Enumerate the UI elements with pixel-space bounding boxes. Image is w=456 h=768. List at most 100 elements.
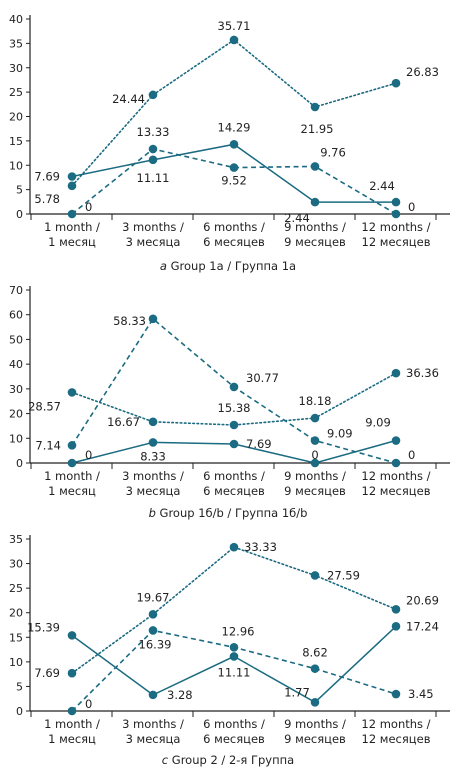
y-tick-label: 30 [9,383,23,396]
data-point-solid [229,439,239,449]
data-label: 7.69 [34,666,60,680]
y-tick-label: 20 [9,408,23,421]
chart-panel-a: 0 5 10 15 20 25 30 35 40 1 month /1 месяц 3 months… [9,13,450,273]
y-tick-label: 15 [9,135,23,148]
data-point-dashed [310,664,320,673]
x-tick-label: 9 months / [284,469,346,483]
data-label: 20.69 [406,593,439,607]
data-label: 15.39 [27,620,60,634]
x-tick-label: 3 months / [122,469,184,483]
data-point-solid [229,140,239,149]
data-point-dashed [229,643,239,652]
y-tick-label: 5 [16,680,23,693]
y-tick-label: 0 [16,208,23,221]
data-label: 15.38 [218,401,251,415]
data-label: 5.78 [34,192,60,206]
data-label: 13.33 [137,125,170,139]
data-label: 21.95 [301,122,334,136]
x-tick-label: 3 месяца [126,732,181,746]
x-tick-label: 1 month / [44,469,100,483]
data-label: 27.59 [327,568,360,582]
y-tick-label: 60 [9,309,23,322]
data-point-solid [148,155,158,165]
data-point-dotted [391,605,401,614]
x-tick-label: 6 months / [203,469,265,483]
data-label: 9.09 [365,416,391,430]
data-label: 2.44 [369,179,395,193]
data-label: 0 [408,448,415,462]
data-label: 16.39 [139,637,172,651]
data-label: 58.33 [113,314,146,328]
y-tick-label: 5 [16,184,23,197]
x-tick-label: 1 месяц [48,235,96,249]
y-tick-label: 70 [9,284,23,297]
series-line-dashed [71,148,397,215]
y-tick-label: 30 [9,558,23,571]
chart-panel-c: 0 5 10 15 20 25 30 35 1 month /1 месяц 3 months /… [9,533,450,767]
panel-caption: b Group 1б/b / Группа 1б/b [149,506,308,520]
data-point-dashed [67,209,77,219]
data-label: 3.28 [167,688,193,702]
data-point-dotted [148,90,158,100]
x-tick-label: 6 месяцев [203,484,265,498]
y-tick-label: 10 [9,656,23,669]
data-point-dashed [148,144,158,154]
x-tick-label: 9 месяцев [284,235,346,249]
y-tick-label: 25 [9,86,23,99]
x-tick-label: 3 месяца [126,235,181,249]
data-label: 7.69 [246,437,272,451]
data-point-dotted [310,413,320,423]
y-tick-label: 25 [9,582,23,595]
data-point-dashed [148,314,158,324]
x-tick-label: 12 месяцев [362,235,431,249]
data-label: 16.67 [107,415,140,429]
y-tick-label: 50 [9,333,23,346]
x-tick-label: 9 месяцев [284,484,346,498]
data-label: 7.69 [34,170,60,184]
y-tick-label: 10 [9,432,23,445]
y-tick-label: 40 [9,358,23,371]
x-tick-label: 12 months / [361,717,430,731]
data-label: 19.67 [137,590,170,604]
chart-panel-b: 0 10 20 30 40 50 60 70 1 month /1 месяц 3 months … [9,284,450,520]
y-tick-label: 20 [9,111,23,124]
data-point-dotted [391,368,401,378]
data-point-solid [310,197,320,207]
x-tick-label: 1 месяц [48,484,96,498]
data-label: 9.52 [221,174,247,188]
x-tick-label: 3 months / [122,220,184,234]
data-label: 2.44 [284,211,310,225]
data-label: 0 [311,448,318,462]
panel-caption: c Group 2 / 2-я Группа [162,753,294,767]
data-point-solid [148,690,158,700]
y-tick-label: 0 [16,705,23,718]
x-tick-label: 1 month / [44,717,100,731]
data-point-dotted [229,35,239,45]
data-point-dotted [310,571,320,580]
y-tick-label: 20 [9,607,23,620]
x-tick-label: 3 months / [122,717,184,731]
data-point-solid [391,436,401,445]
x-tick-label: 6 месяцев [203,732,265,746]
x-tick-label: 3 месяца [126,484,181,498]
data-label: 11.11 [218,665,251,679]
x-tick-label: 12 месяцев [362,484,431,498]
data-label: 33.33 [244,540,277,554]
data-point-solid [391,621,401,631]
x-tick-label: 6 months / [203,717,265,731]
data-point-solid [67,458,77,468]
data-point-dotted [148,417,158,427]
panel-caption: a Group 1a / Группа 1a [160,259,296,273]
data-point-dotted [310,102,320,112]
data-point-dotted [229,542,239,552]
data-label: 8.33 [140,449,166,463]
data-point-dashed [391,689,401,699]
data-point-dotted [391,78,401,88]
x-tick-label: 12 месяцев [362,732,431,746]
data-label: 3.45 [408,687,434,701]
data-label: 35.71 [218,19,251,33]
x-tick-label: 12 months / [361,220,430,234]
data-label: 8.62 [302,646,328,660]
data-point-dashed [310,162,320,171]
